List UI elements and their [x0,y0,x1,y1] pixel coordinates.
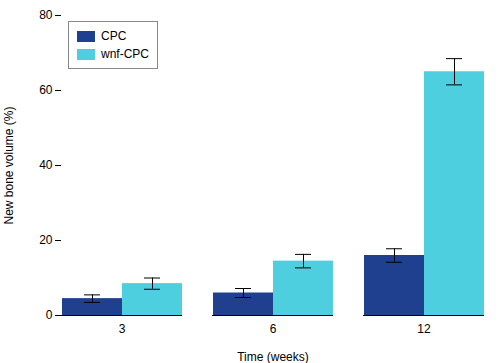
svg-text:6: 6 [270,322,277,336]
svg-text:3: 3 [119,322,126,336]
svg-text:20: 20 [39,233,53,247]
html-text:wnf-CPC: wnf-CPC [101,47,149,61]
svg-text:12: 12 [417,322,431,336]
svg-text:80: 80 [39,8,53,22]
svg-text:60: 60 [39,83,53,97]
svg-text:Time (weeks): Time (weeks) [237,350,309,363]
svg-text:0: 0 [46,308,53,322]
html-text:CPC: CPC [101,29,127,43]
svg-text:40: 40 [39,158,53,172]
svg-text:New bone volume (%): New bone volume (%) [2,106,16,224]
